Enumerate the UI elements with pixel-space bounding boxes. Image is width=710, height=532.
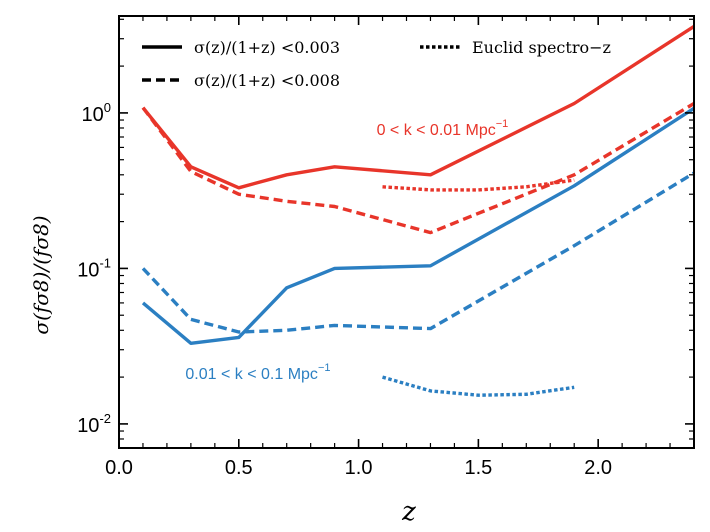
annotation-k-range-1: 0 < k < 0.01 Mpc−1: [377, 118, 509, 139]
series-line-1-solid: [141, 24, 695, 190]
axis-ticks: 0.0 0.5 1.0 1.5 2.0 10-2 10-1 100: [77, 16, 695, 479]
annotation-k-range-2: 0.01 < k < 0.1 Mpc−1: [185, 362, 330, 383]
y-tick-label: 10-1: [77, 255, 111, 281]
annotations: 0 < k < 0.01 Mpc−1 0.01 < k < 0.1 Mpc−1: [185, 118, 508, 383]
x-axis-label: z: [401, 497, 416, 527]
x-tick-label: 0.0: [105, 457, 133, 479]
series-line-2-dashed: [141, 102, 695, 235]
legend-label-dotted: Euclid spectro−z: [472, 38, 611, 57]
legend-label-dashed: σ(z)/(1+z) <0.008: [194, 71, 340, 90]
y-tick-label: 100: [82, 100, 111, 126]
y-tick-label: 10-2: [77, 411, 111, 437]
legend: σ(z)/(1+z) <0.003 σ(z)/(1+z) <0.008 Euclid…: [142, 38, 611, 90]
series-line-5-dashed: [141, 171, 695, 334]
x-tick-label: 1.0: [345, 457, 373, 479]
plot-lines: [141, 24, 695, 397]
y-axis-label: σ(fσ8)/(fσ8): [29, 215, 53, 334]
x-tick-label: 1.5: [464, 457, 492, 479]
x-tick-label: 0.5: [225, 457, 253, 479]
series-line-6-dotted: [382, 375, 575, 397]
series-line-4-solid: [141, 106, 695, 345]
x-tick-label: 2.0: [584, 457, 612, 479]
legend-label-solid: σ(z)/(1+z) <0.003: [194, 38, 340, 57]
series-line-3-dotted: [382, 178, 575, 192]
